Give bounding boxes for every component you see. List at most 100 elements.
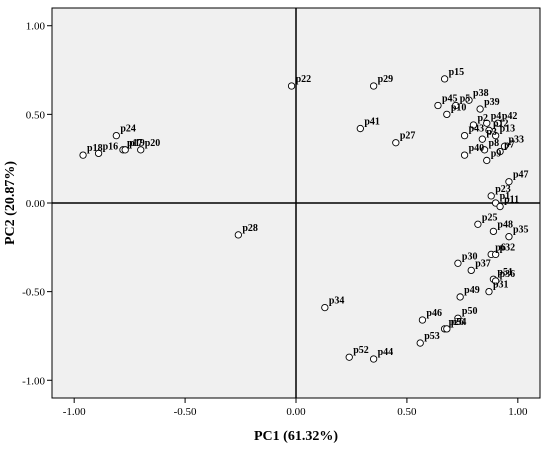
point-label-p25: p25 [482,212,498,223]
data-point-p34 [321,303,329,312]
point-label-p54: p54 [451,317,467,328]
data-point-p9 [483,156,491,165]
point-label-p50: p50 [462,306,478,317]
data-point-p23 [487,192,495,200]
point-label-p7: p7 [504,140,515,151]
point-label-p41: p41 [364,117,380,128]
y-axis-ticks: -1.00 -0.50 0.00 0.50 1.00 [22,21,52,387]
point-label-p35: p35 [513,225,529,236]
point-label-p40: p40 [469,143,485,154]
point-label-p4: p4 [491,111,502,122]
data-point-p8 [480,146,489,154]
point-label-p49: p49 [464,285,480,296]
data-point-p19 [121,146,129,154]
data-point-p31 [485,287,493,296]
y-tick-label: 1.00 [26,21,46,33]
point-label-p52: p52 [353,345,369,356]
point-label-p45: p45 [442,94,458,105]
point-label-p18: p18 [87,143,103,154]
data-point-p48 [489,227,498,236]
point-label-p53: p53 [424,331,440,342]
data-point-p25 [474,220,482,228]
data-point-p29 [369,82,378,90]
point-label-p1: p1 [500,191,511,202]
point-label-p19: p19 [129,138,145,149]
data-point-p40 [460,151,469,159]
point-label-p17: p17 [127,138,143,149]
data-points [79,75,513,363]
point-label-p26: p26 [449,317,465,328]
data-point-p3 [478,135,486,143]
x-tick-label: 0.00 [286,406,306,418]
x-axis-title: PC1 (61.32%) [254,429,338,444]
point-label-p51: p51 [497,267,513,278]
data-point-p27 [392,139,400,147]
x-tick-label: 0.50 [397,406,417,418]
data-point-p12 [485,126,493,134]
data-point-p49 [456,293,464,301]
data-point-p16 [94,149,103,158]
point-label-p46: p46 [426,308,442,319]
point-label-p32: p32 [500,242,516,253]
point-label-p27: p27 [400,131,416,142]
data-point-p54 [443,325,451,333]
data-point-p7 [496,147,504,156]
point-label-p16: p16 [103,141,119,152]
data-point-p50 [454,314,462,322]
data-point-p5 [452,101,460,110]
data-point-p22 [287,82,296,90]
data-point-p45 [434,101,442,110]
point-label-p29: p29 [378,74,394,85]
point-label-p13: p13 [500,124,516,135]
point-label-p28: p28 [242,223,258,234]
x-tick-label: -1.00 [63,406,86,418]
point-label-p9: p9 [491,148,502,159]
point-label-p44: p44 [378,347,394,358]
x-tick-label: 1.00 [508,406,528,418]
data-point-p37 [467,266,475,275]
data-point-p28 [234,231,242,239]
data-point-p36 [491,277,500,285]
data-point-p13 [491,131,500,140]
point-label-p10: p10 [451,102,467,113]
point-label-p20: p20 [145,138,161,149]
data-point-p47 [505,178,513,186]
point-label-p33: p33 [509,134,525,145]
point-label-p47: p47 [513,170,529,181]
point-label-p23: p23 [495,184,511,195]
point-label-p37: p37 [475,258,491,269]
point-label-p48: p48 [497,219,513,230]
data-point-p42 [494,119,502,127]
data-point-p52 [345,353,353,361]
data-point-p39 [476,105,484,113]
point-label-p11: p11 [504,195,519,206]
x-tick-label: -0.50 [174,406,197,418]
point-label-p31: p31 [493,280,509,291]
data-point-p10 [443,110,451,119]
y-tick-label: 0.50 [26,109,46,121]
point-label-p15: p15 [449,67,465,78]
data-point-p11 [496,202,504,211]
x-axis-ticks: -1.00 -0.50 0.00 0.50 1.00 [63,398,528,418]
data-point-p44 [369,355,378,363]
data-point-p43 [460,131,469,140]
data-point-p38 [465,96,473,104]
point-label-p36: p36 [500,269,516,280]
point-label-p3: p3 [486,127,497,138]
data-point-p41 [356,124,364,133]
point-label-p39: p39 [484,97,500,108]
point-label-p6: p6 [495,242,506,253]
data-point-p33 [500,142,509,150]
point-label-p34: p34 [329,296,345,307]
point-label-p42: p42 [502,111,518,122]
point-label-p8: p8 [489,138,500,149]
point-label-p38: p38 [473,88,489,99]
y-axis-title: PC2 (20.87%) [3,161,18,245]
point-label-p43: p43 [469,124,485,135]
point-label-p5: p5 [460,94,471,105]
y-tick-label: -1.00 [22,375,45,387]
point-label-p24: p24 [120,124,136,135]
y-tick-label: -0.50 [22,287,45,299]
